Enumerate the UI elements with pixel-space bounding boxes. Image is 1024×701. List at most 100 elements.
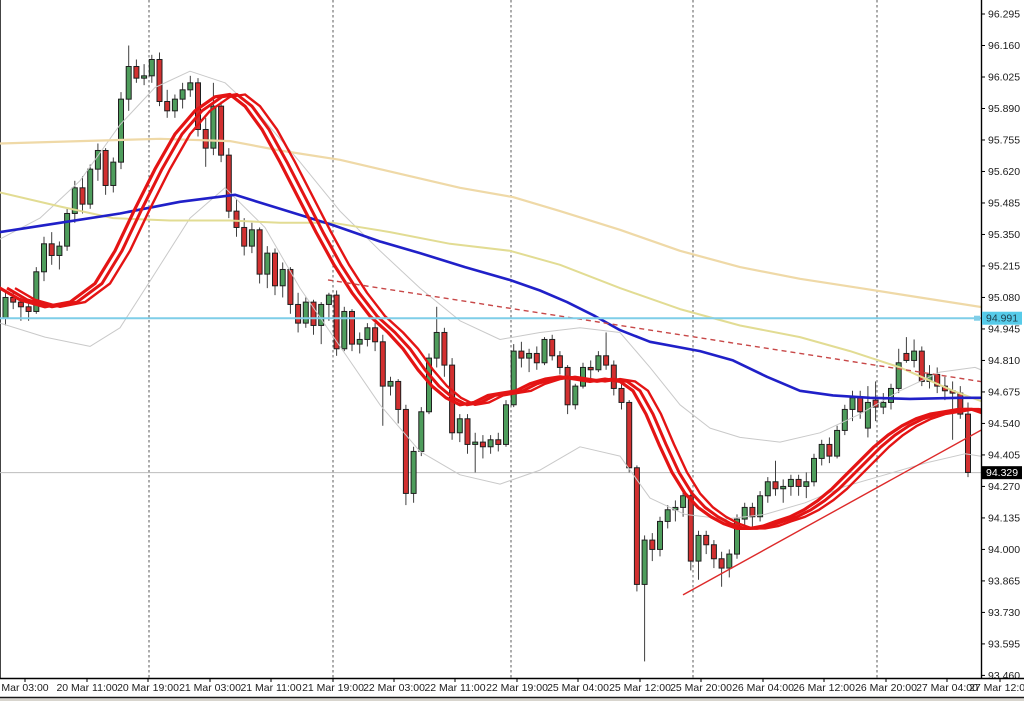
price-tick-label: 96.295	[988, 9, 1020, 21]
candle	[456, 414, 463, 443]
candle-body-bullish	[541, 338, 548, 364]
time-tick-label: Mar 03:00	[1, 682, 48, 694]
candle-body-bullish	[911, 350, 918, 361]
candle	[141, 64, 148, 86]
candle	[187, 75, 194, 97]
candle-body-bullish	[456, 418, 463, 434]
candle-body-bearish	[295, 303, 302, 324]
candle-body-bearish	[441, 331, 448, 366]
candle	[487, 435, 494, 454]
candle-body-bullish	[341, 310, 348, 350]
candle	[772, 460, 779, 496]
candle	[33, 267, 40, 314]
candle	[218, 101, 225, 163]
candle	[79, 176, 86, 214]
candle-body-bearish	[603, 355, 610, 366]
candle	[710, 540, 717, 569]
candle-body-bullish	[510, 350, 517, 406]
candle	[56, 241, 63, 270]
candle-body-bullish	[787, 478, 794, 487]
price-tick-label: 95.215	[988, 260, 1020, 272]
candle	[649, 533, 656, 562]
time-tick-label: 20 Mar 11:00	[56, 682, 117, 694]
candle-body-bullish	[695, 534, 702, 562]
candle	[372, 323, 379, 352]
candle	[241, 218, 248, 256]
candle-body-bearish	[633, 467, 640, 585]
candle	[680, 491, 687, 517]
candle	[633, 465, 640, 592]
candle	[472, 432, 479, 473]
candle	[503, 400, 509, 447]
time-tick-label: 22 Mar 03:00	[363, 682, 425, 694]
candle-body-bullish	[641, 539, 648, 585]
candle	[664, 505, 671, 529]
plot-area[interactable]	[0, 0, 1024, 678]
candle	[687, 491, 694, 571]
candle-body-bearish	[610, 364, 617, 389]
candle-body-bullish	[680, 495, 687, 508]
candle-body-bearish	[79, 187, 86, 205]
candle-body-bearish	[225, 154, 232, 212]
candle-body-bullish	[125, 65, 132, 100]
candle	[272, 248, 278, 296]
candle-body-bullish	[41, 243, 47, 273]
price-tick-label: 95.890	[988, 103, 1020, 115]
candle-body-bullish	[248, 229, 255, 247]
candle	[333, 290, 340, 356]
time-tick-label: 21 Mar 19:00	[302, 682, 364, 694]
candle-body-bullish	[764, 481, 771, 497]
candle-body-bearish	[826, 443, 833, 457]
descending-resistance-trendline[interactable]	[327, 279, 1010, 386]
time-tick-label: 20 Mar 19:00	[117, 682, 179, 694]
price-tick-label: 95.080	[988, 292, 1020, 304]
candle	[618, 381, 625, 410]
candle	[202, 117, 209, 167]
candle	[764, 477, 771, 503]
candle-body-bearish	[379, 341, 386, 387]
band-lower	[0, 187, 981, 520]
candle-body-bullish	[356, 338, 363, 345]
candle	[164, 89, 171, 118]
candle	[395, 379, 402, 424]
price-axis[interactable]: 96.295 96.160 96.025 95.890 95.755 95.620 95.4…	[980, 0, 1024, 682]
current-price-tag-label: 94.329	[986, 467, 1018, 479]
candle	[433, 306, 440, 368]
candle-body-bullish	[572, 385, 579, 406]
candle-body-bullish	[264, 252, 271, 275]
candle	[233, 199, 240, 237]
candle	[87, 164, 94, 209]
candle	[787, 474, 794, 496]
candle	[356, 332, 363, 354]
time-tick-label: 26 Mar 04:00	[732, 682, 794, 694]
candle-body-bearish	[918, 350, 925, 382]
candle-body-bullish	[56, 245, 63, 256]
candle-body-bullish	[888, 387, 894, 403]
candle	[603, 332, 610, 370]
candle	[179, 82, 186, 109]
time-tick-label: 22 Mar 11:00	[424, 682, 485, 694]
time-axis[interactable]: Mar 03:00 20 Mar 11:00 20 Mar 19:00 21 Mar …	[0, 677, 1024, 701]
candle-body-bullish	[664, 509, 671, 522]
candle-body-bearish	[25, 306, 32, 312]
price-tick-label: 95.620	[988, 166, 1020, 178]
candle-body-bullish	[141, 75, 148, 79]
candle	[703, 530, 710, 555]
ascending-support-trendline[interactable]	[682, 414, 1010, 596]
candle-body-bearish	[564, 366, 571, 406]
candle-body-bearish	[618, 387, 625, 403]
candle	[918, 346, 925, 387]
cyan-price-tag	[982, 311, 1022, 325]
price-tick-label: 96.160	[988, 40, 1020, 52]
candle-body-bullish	[118, 98, 124, 163]
candle-body-bearish	[241, 226, 248, 247]
candle	[657, 516, 663, 557]
ma-blue-medium	[0, 193, 981, 401]
candle	[387, 376, 394, 396]
price-tick-label: 96.025	[988, 71, 1020, 83]
candle-body-bearish	[202, 128, 209, 149]
candle-body-bullish	[433, 331, 440, 359]
